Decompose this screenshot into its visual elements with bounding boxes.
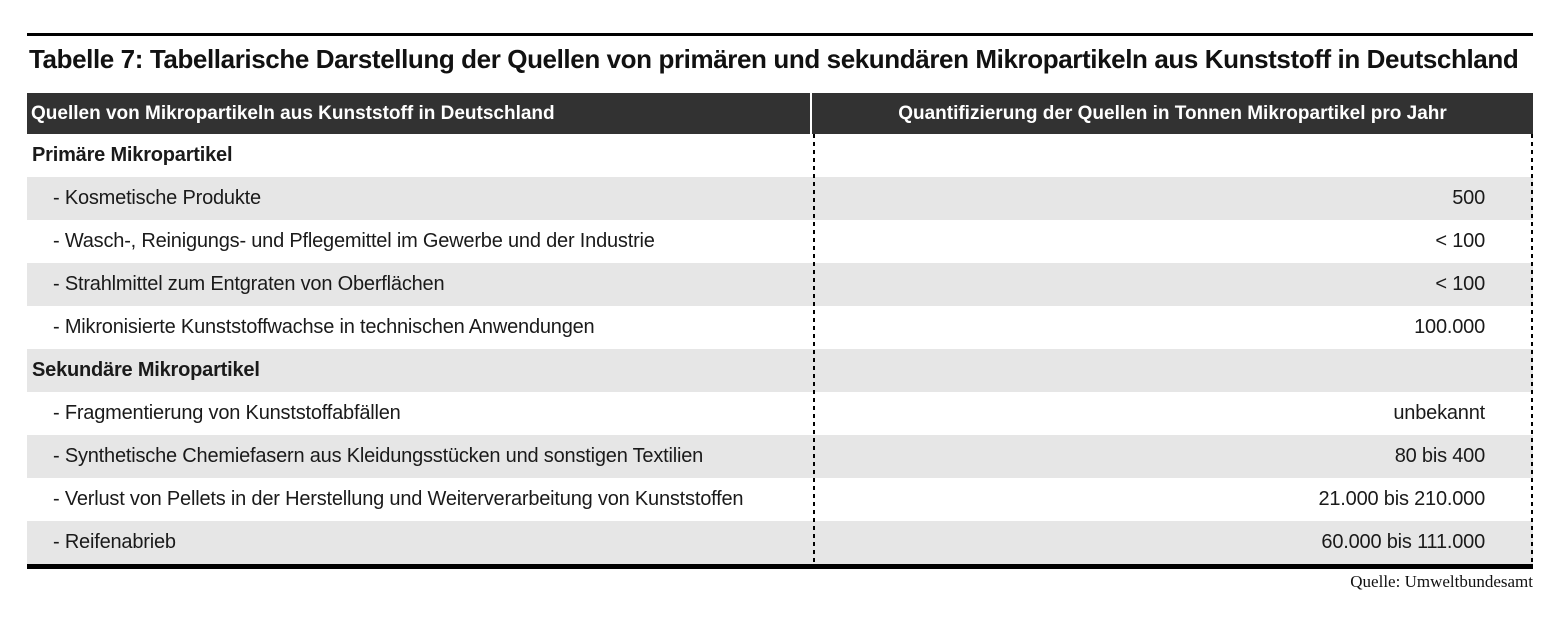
- row-label: - Strahlmittel zum Entgraten von Oberflä…: [53, 273, 445, 295]
- row-value: 500: [1452, 187, 1485, 209]
- row-label: - Mikronisierte Kunststoffwachse in tech…: [53, 316, 595, 338]
- row-label: - Kosmetische Produkte: [53, 187, 261, 209]
- column-divider: [813, 134, 815, 564]
- row-value: 60.000 bis 111.000: [1321, 531, 1485, 553]
- source-attribution: Quelle: Umweltbundesamt: [1350, 572, 1533, 591]
- table-header-row: Quellen von Mikropartikeln aus Kunststof…: [27, 93, 1533, 134]
- table-body: Primäre Mikropartikel - Kosmetische Prod…: [27, 134, 1533, 564]
- column-header-quantification: Quantifizierung der Quellen in Tonnen Mi…: [898, 102, 1447, 124]
- table-row: - Mikronisierte Kunststoffwachse in tech…: [27, 306, 1533, 349]
- row-label: - Synthetische Chemiefasern aus Kleidung…: [53, 445, 704, 467]
- row-value: unbekannt: [1393, 402, 1485, 424]
- row-label: - Fragmentierung von Kunststoffabfällen: [53, 402, 401, 424]
- data-table: Quellen von Mikropartikeln aus Kunststof…: [27, 93, 1533, 569]
- table-row: - Fragmentierung von Kunststoffabfällen …: [27, 392, 1533, 435]
- row-label: Primäre Mikropartikel: [32, 144, 233, 166]
- row-value: 21.000 bis 210.000: [1318, 488, 1485, 510]
- table-right-border: [1531, 134, 1533, 564]
- row-value: < 100: [1435, 273, 1485, 295]
- row-label: Sekundäre Mikropartikel: [32, 359, 260, 381]
- row-label: - Verlust von Pellets in der Herstellung…: [53, 488, 744, 510]
- row-value: 80 bis 400: [1394, 445, 1485, 467]
- table-row: - Synthetische Chemiefasern aus Kleidung…: [27, 435, 1533, 478]
- table-row: - Wasch-, Reinigungs- und Pflegemittel i…: [27, 220, 1533, 263]
- row-value: < 100: [1435, 230, 1485, 252]
- top-rule: [27, 33, 1533, 36]
- column-header-sources: Quellen von Mikropartikeln aus Kunststof…: [27, 93, 812, 134]
- row-value: 100.000: [1414, 316, 1485, 338]
- row-label: - Reifenabrieb: [53, 531, 176, 553]
- row-value: [814, 349, 1533, 392]
- table-row: Sekundäre Mikropartikel: [27, 349, 1533, 392]
- row-value: [814, 134, 1533, 177]
- table-row: - Reifenabrieb 60.000 bis 111.000: [27, 521, 1533, 564]
- row-label: - Wasch-, Reinigungs- und Pflegemittel i…: [53, 230, 655, 252]
- bottom-rule: [27, 564, 1533, 569]
- table-row: - Kosmetische Produkte 500: [27, 177, 1533, 220]
- table-title: Tabelle 7: Tabellarische Darstellung der…: [29, 44, 1519, 74]
- table-row: - Strahlmittel zum Entgraten von Oberflä…: [27, 263, 1533, 306]
- table-row: Primäre Mikropartikel: [27, 134, 1533, 177]
- table-row: - Verlust von Pellets in der Herstellung…: [27, 478, 1533, 521]
